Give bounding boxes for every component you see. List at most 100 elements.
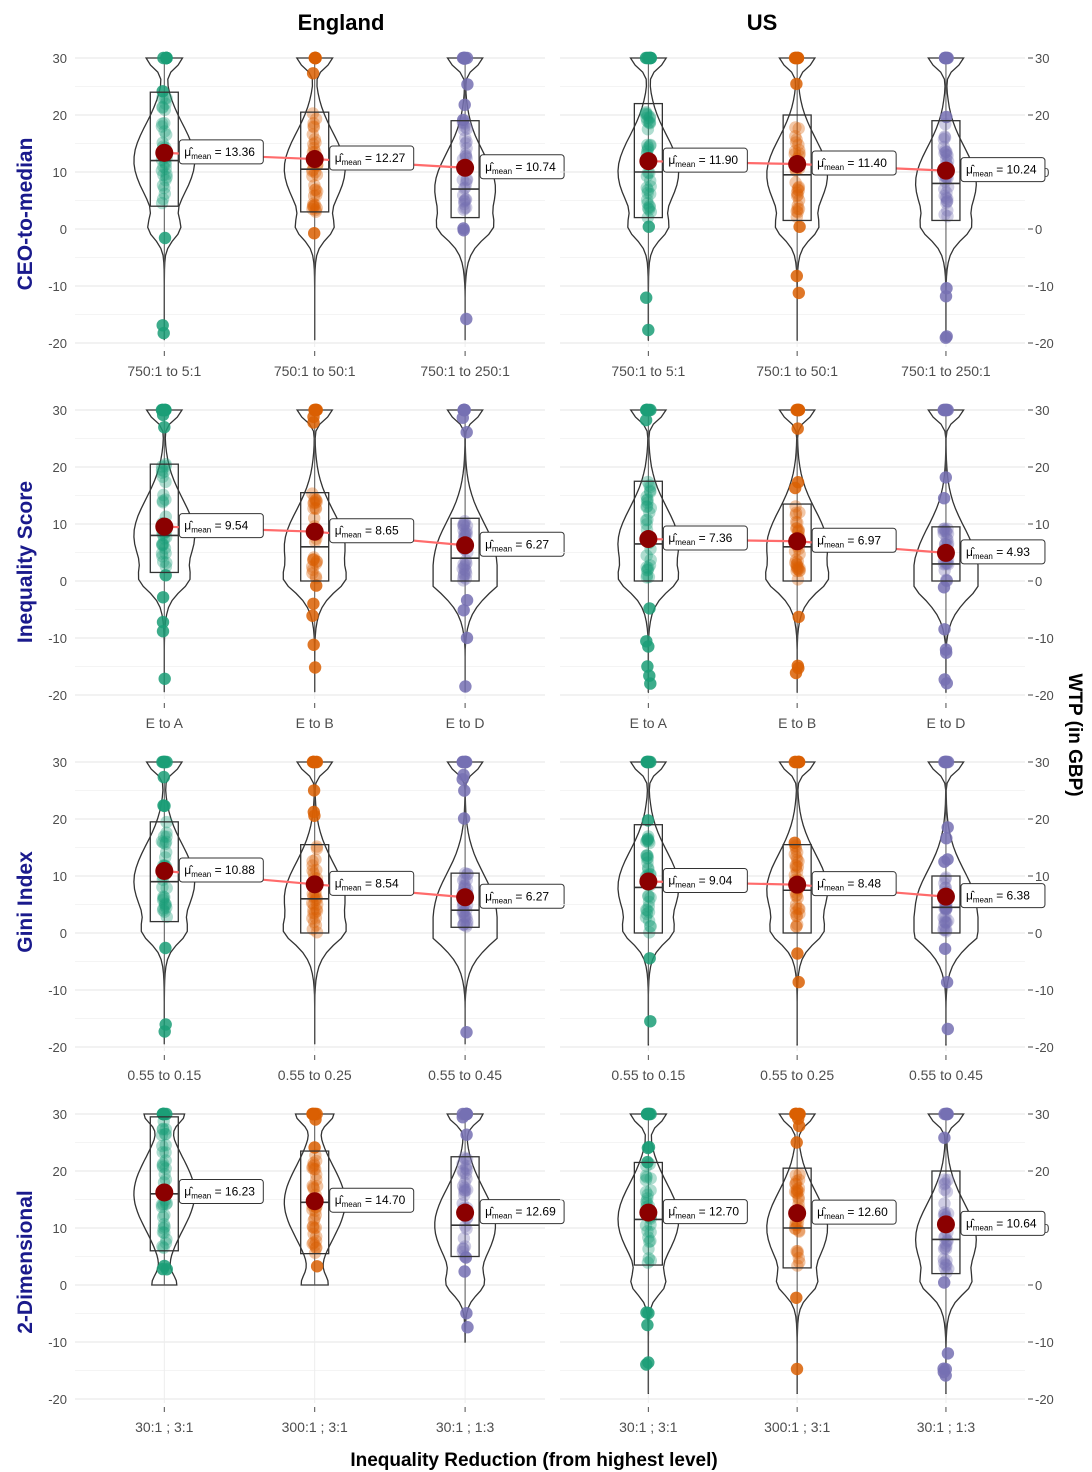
data-point: [156, 179, 170, 192]
data-point: [158, 1226, 171, 1239]
data-point: [641, 493, 654, 506]
data-point: [460, 135, 473, 149]
data-point: [789, 506, 803, 519]
y-tick-label: 0: [60, 1278, 67, 1293]
y-tick-label: -10: [48, 279, 67, 294]
data-point: [790, 189, 804, 203]
data-point: [460, 1307, 473, 1320]
data-point: [156, 117, 169, 130]
data-point: [639, 108, 653, 121]
data-point: [793, 1107, 806, 1121]
data-point: [643, 484, 657, 497]
data-point: [308, 179, 321, 192]
data-point: [156, 1157, 170, 1170]
data-point: [644, 174, 657, 187]
data-point: [308, 661, 322, 674]
data-point: [640, 835, 653, 848]
data-point: [306, 854, 319, 868]
data-point: [457, 604, 470, 617]
data-point: [789, 898, 803, 911]
data-point: [157, 1160, 170, 1174]
data-point: [458, 194, 471, 207]
box: [300, 844, 330, 934]
data-point: [157, 555, 170, 568]
data-point: [456, 873, 470, 887]
mean-label-box: [329, 870, 415, 896]
mean-label-box: [662, 525, 748, 551]
data-point: [640, 169, 654, 183]
y-tick-label: -20: [1035, 336, 1054, 351]
data-point: [642, 834, 655, 848]
data-point: [644, 1184, 657, 1197]
data-point: [939, 1258, 952, 1271]
data-point: [792, 194, 806, 207]
y-tick-label: 20: [53, 460, 67, 475]
data-point: [459, 131, 472, 145]
data-point: [309, 183, 322, 196]
data-point: [160, 910, 173, 924]
mean-point: [456, 888, 475, 907]
data-point: [937, 1256, 951, 1269]
data-point: [640, 181, 653, 194]
data-point: [458, 51, 471, 65]
data-point: [159, 835, 173, 848]
data-point: [158, 1025, 171, 1038]
data-point: [938, 131, 952, 144]
data-point: [155, 1198, 169, 1211]
data-point: [160, 1233, 173, 1246]
mean-label: μ̂mean = 13.36: [184, 145, 255, 161]
y-tick-label: -20: [48, 336, 67, 351]
data-point: [310, 495, 323, 508]
data-point: [790, 850, 803, 864]
data-point: [456, 755, 469, 769]
data-point: [155, 120, 169, 133]
data-point: [306, 563, 320, 576]
data-point: [788, 839, 802, 852]
data-point: [941, 1235, 954, 1248]
y-tick-label: 30: [1035, 403, 1049, 418]
data-point: [309, 1241, 323, 1255]
data-point: [938, 189, 951, 202]
data-point: [941, 1173, 954, 1187]
data-point: [156, 538, 169, 551]
data-point: [158, 181, 171, 195]
data-point: [790, 1362, 804, 1376]
data-point: [460, 1152, 474, 1166]
data-point: [157, 160, 170, 173]
data-point: [156, 1122, 170, 1136]
data-point: [307, 1181, 320, 1194]
mean-point: [456, 158, 475, 177]
data-point: [309, 112, 323, 126]
y-tick-label: 30: [1035, 755, 1049, 770]
mean-label-box: [329, 518, 415, 544]
mean-point: [788, 532, 807, 551]
data-point: [643, 479, 656, 492]
data-point: [156, 85, 169, 98]
y-tick-label: -20: [48, 688, 67, 703]
data-point: [158, 891, 171, 904]
data-point: [460, 557, 473, 570]
data-point: [938, 1197, 951, 1210]
data-point: [641, 138, 654, 152]
data-point: [640, 849, 653, 862]
data-point: [457, 906, 470, 919]
data-point: [639, 1173, 653, 1187]
data-point: [642, 203, 656, 216]
data-point: [792, 610, 805, 624]
mean-label-box: [811, 871, 897, 897]
data-point: [789, 1178, 802, 1191]
data-point: [790, 403, 803, 417]
data-point: [157, 488, 170, 502]
data-point: [458, 879, 472, 892]
data-point: [156, 1146, 169, 1159]
data-point: [642, 1231, 655, 1244]
x-tick-label: 30:1 ; 1:3: [436, 1419, 495, 1435]
data-point: [307, 551, 321, 564]
x-tick-label: 0.55 to 0.25: [760, 1067, 834, 1083]
data-point: [789, 121, 802, 134]
x-axis-label: Inequality Reduction (from highest level…: [350, 1450, 717, 1471]
data-point: [641, 108, 654, 121]
data-point: [941, 533, 954, 546]
data-point: [940, 1239, 953, 1253]
